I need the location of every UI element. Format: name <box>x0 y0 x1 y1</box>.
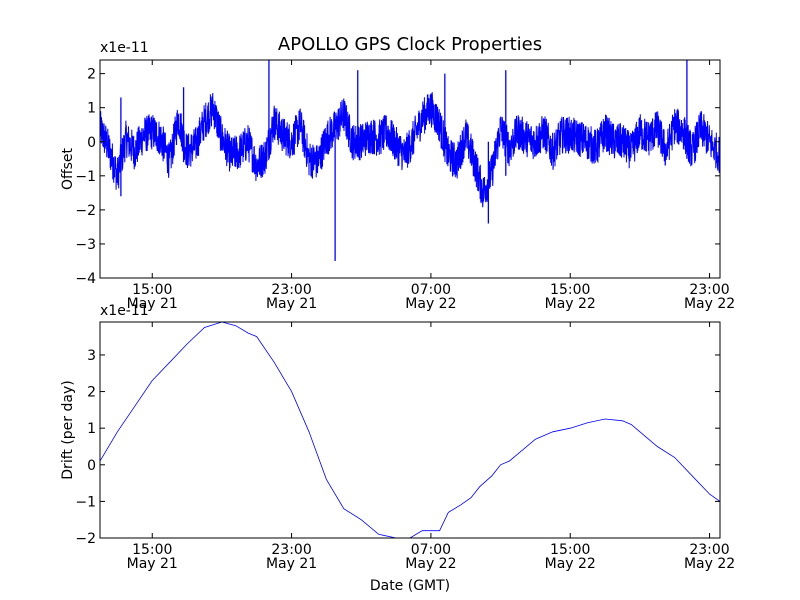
drift-exponent-label: x1e-11 <box>100 303 149 319</box>
offset-xtick-date: May 22 <box>405 296 456 312</box>
offset-ytick-label: −4 <box>75 271 96 287</box>
offset-xtick-time: 07:00 <box>411 282 451 298</box>
drift-ytick-label: −2 <box>75 531 96 547</box>
offset-xtick-time: 15:00 <box>132 282 172 298</box>
drift-xtick-date: May 22 <box>405 556 456 572</box>
drift-xtick-time: 23:00 <box>271 542 311 558</box>
drift-ytick-label: 0 <box>87 458 96 474</box>
offset-ytick-label: 1 <box>87 101 96 117</box>
drift-xtick-date: May 21 <box>266 556 317 572</box>
offset-xtick-date: May 21 <box>127 296 178 312</box>
drift-y-axis-label: Drift (per day) <box>60 380 76 479</box>
offset-ytick-label: 0 <box>87 135 96 151</box>
drift-series-line <box>99 321 721 539</box>
offset-xtick-time: 15:00 <box>550 282 590 298</box>
offset-xtick-date: May 21 <box>266 296 317 312</box>
drift-xtick-date: May 22 <box>545 556 596 572</box>
drift-xtick-time: 15:00 <box>550 542 590 558</box>
drift-xtick-date: May 21 <box>127 556 178 572</box>
offset-y-axis-label: Offset <box>60 147 76 190</box>
drift-ytick-label: 3 <box>87 348 96 364</box>
chart-title: APOLLO GPS Clock Properties <box>278 34 542 55</box>
offset-ytick-label: −2 <box>75 203 96 219</box>
drift-xtick-date: May 22 <box>684 556 735 572</box>
drift-ytick-label: 1 <box>87 421 96 437</box>
drift-xtick-time: 07:00 <box>411 542 451 558</box>
offset-xtick-time: 23:00 <box>689 282 729 298</box>
offset-xtick-time: 23:00 <box>271 282 311 298</box>
offset-ytick-label: −1 <box>75 169 96 185</box>
drift-axes-frame <box>99 321 721 539</box>
drift-xtick-time: 15:00 <box>132 542 172 558</box>
drift-ytick-label: −1 <box>75 494 96 510</box>
drift-ytick-label: 2 <box>87 385 96 401</box>
offset-xtick-date: May 22 <box>684 296 735 312</box>
offset-series-line <box>99 92 721 208</box>
drift-xtick-time: 23:00 <box>689 542 729 558</box>
offset-xtick-date: May 22 <box>545 296 596 312</box>
offset-exponent-label: x1e-11 <box>100 40 149 56</box>
offset-axes-frame <box>99 59 721 279</box>
x-axis-label: Date (GMT) <box>370 578 450 594</box>
offset-ytick-label: 2 <box>87 67 96 83</box>
offset-ytick-label: −3 <box>75 237 96 253</box>
